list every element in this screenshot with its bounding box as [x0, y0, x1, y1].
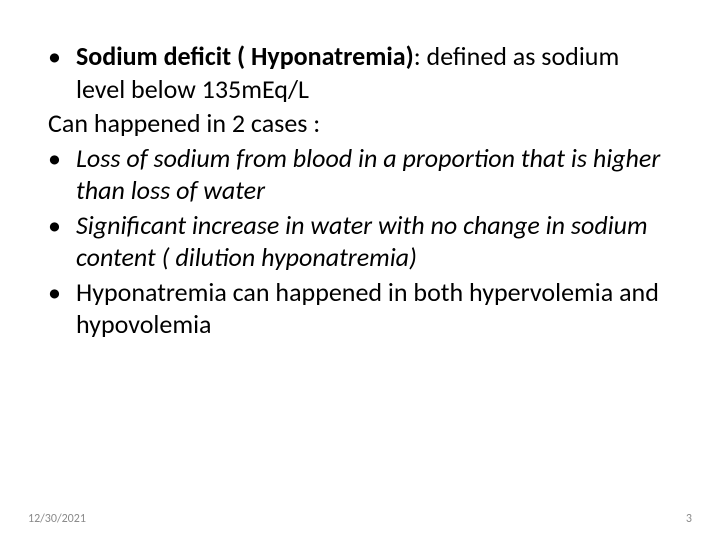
- flush-text: Can happened in 2 cases :: [48, 107, 672, 140]
- list-item: Loss of sodium from blood in a proportio…: [48, 142, 672, 207]
- list-item: Significant increase in water with no ch…: [48, 209, 672, 274]
- list-item: Sodium deficit ( Hyponatremia): defined …: [48, 40, 672, 105]
- slide-footer: 12/30/2021 3: [0, 512, 720, 526]
- list-item: Hyponatremia can happened in both hyperv…: [48, 276, 672, 341]
- bullet-icon: [48, 142, 76, 175]
- slide-body: Sodium deficit ( Hyponatremia): defined …: [48, 40, 672, 341]
- bullet-icon: [48, 209, 76, 242]
- bullet-text: Sodium deficit ( Hyponatremia): defined …: [76, 40, 672, 105]
- list-item: Can happened in 2 cases :: [48, 107, 672, 140]
- footer-date: 12/30/2021: [28, 512, 86, 526]
- bullet-text: Significant increase in water with no ch…: [76, 209, 672, 274]
- bullet-icon: [48, 276, 76, 309]
- footer-page-number: 3: [686, 512, 692, 526]
- bullet-text: Hyponatremia can happened in both hyperv…: [76, 276, 672, 341]
- bullet-text: Loss of sodium from blood in a proportio…: [76, 142, 672, 207]
- bold-prefix: Sodium deficit ( Hyponatremia): [76, 40, 414, 72]
- bullet-icon: [48, 40, 76, 73]
- slide: Sodium deficit ( Hyponatremia): defined …: [0, 0, 720, 540]
